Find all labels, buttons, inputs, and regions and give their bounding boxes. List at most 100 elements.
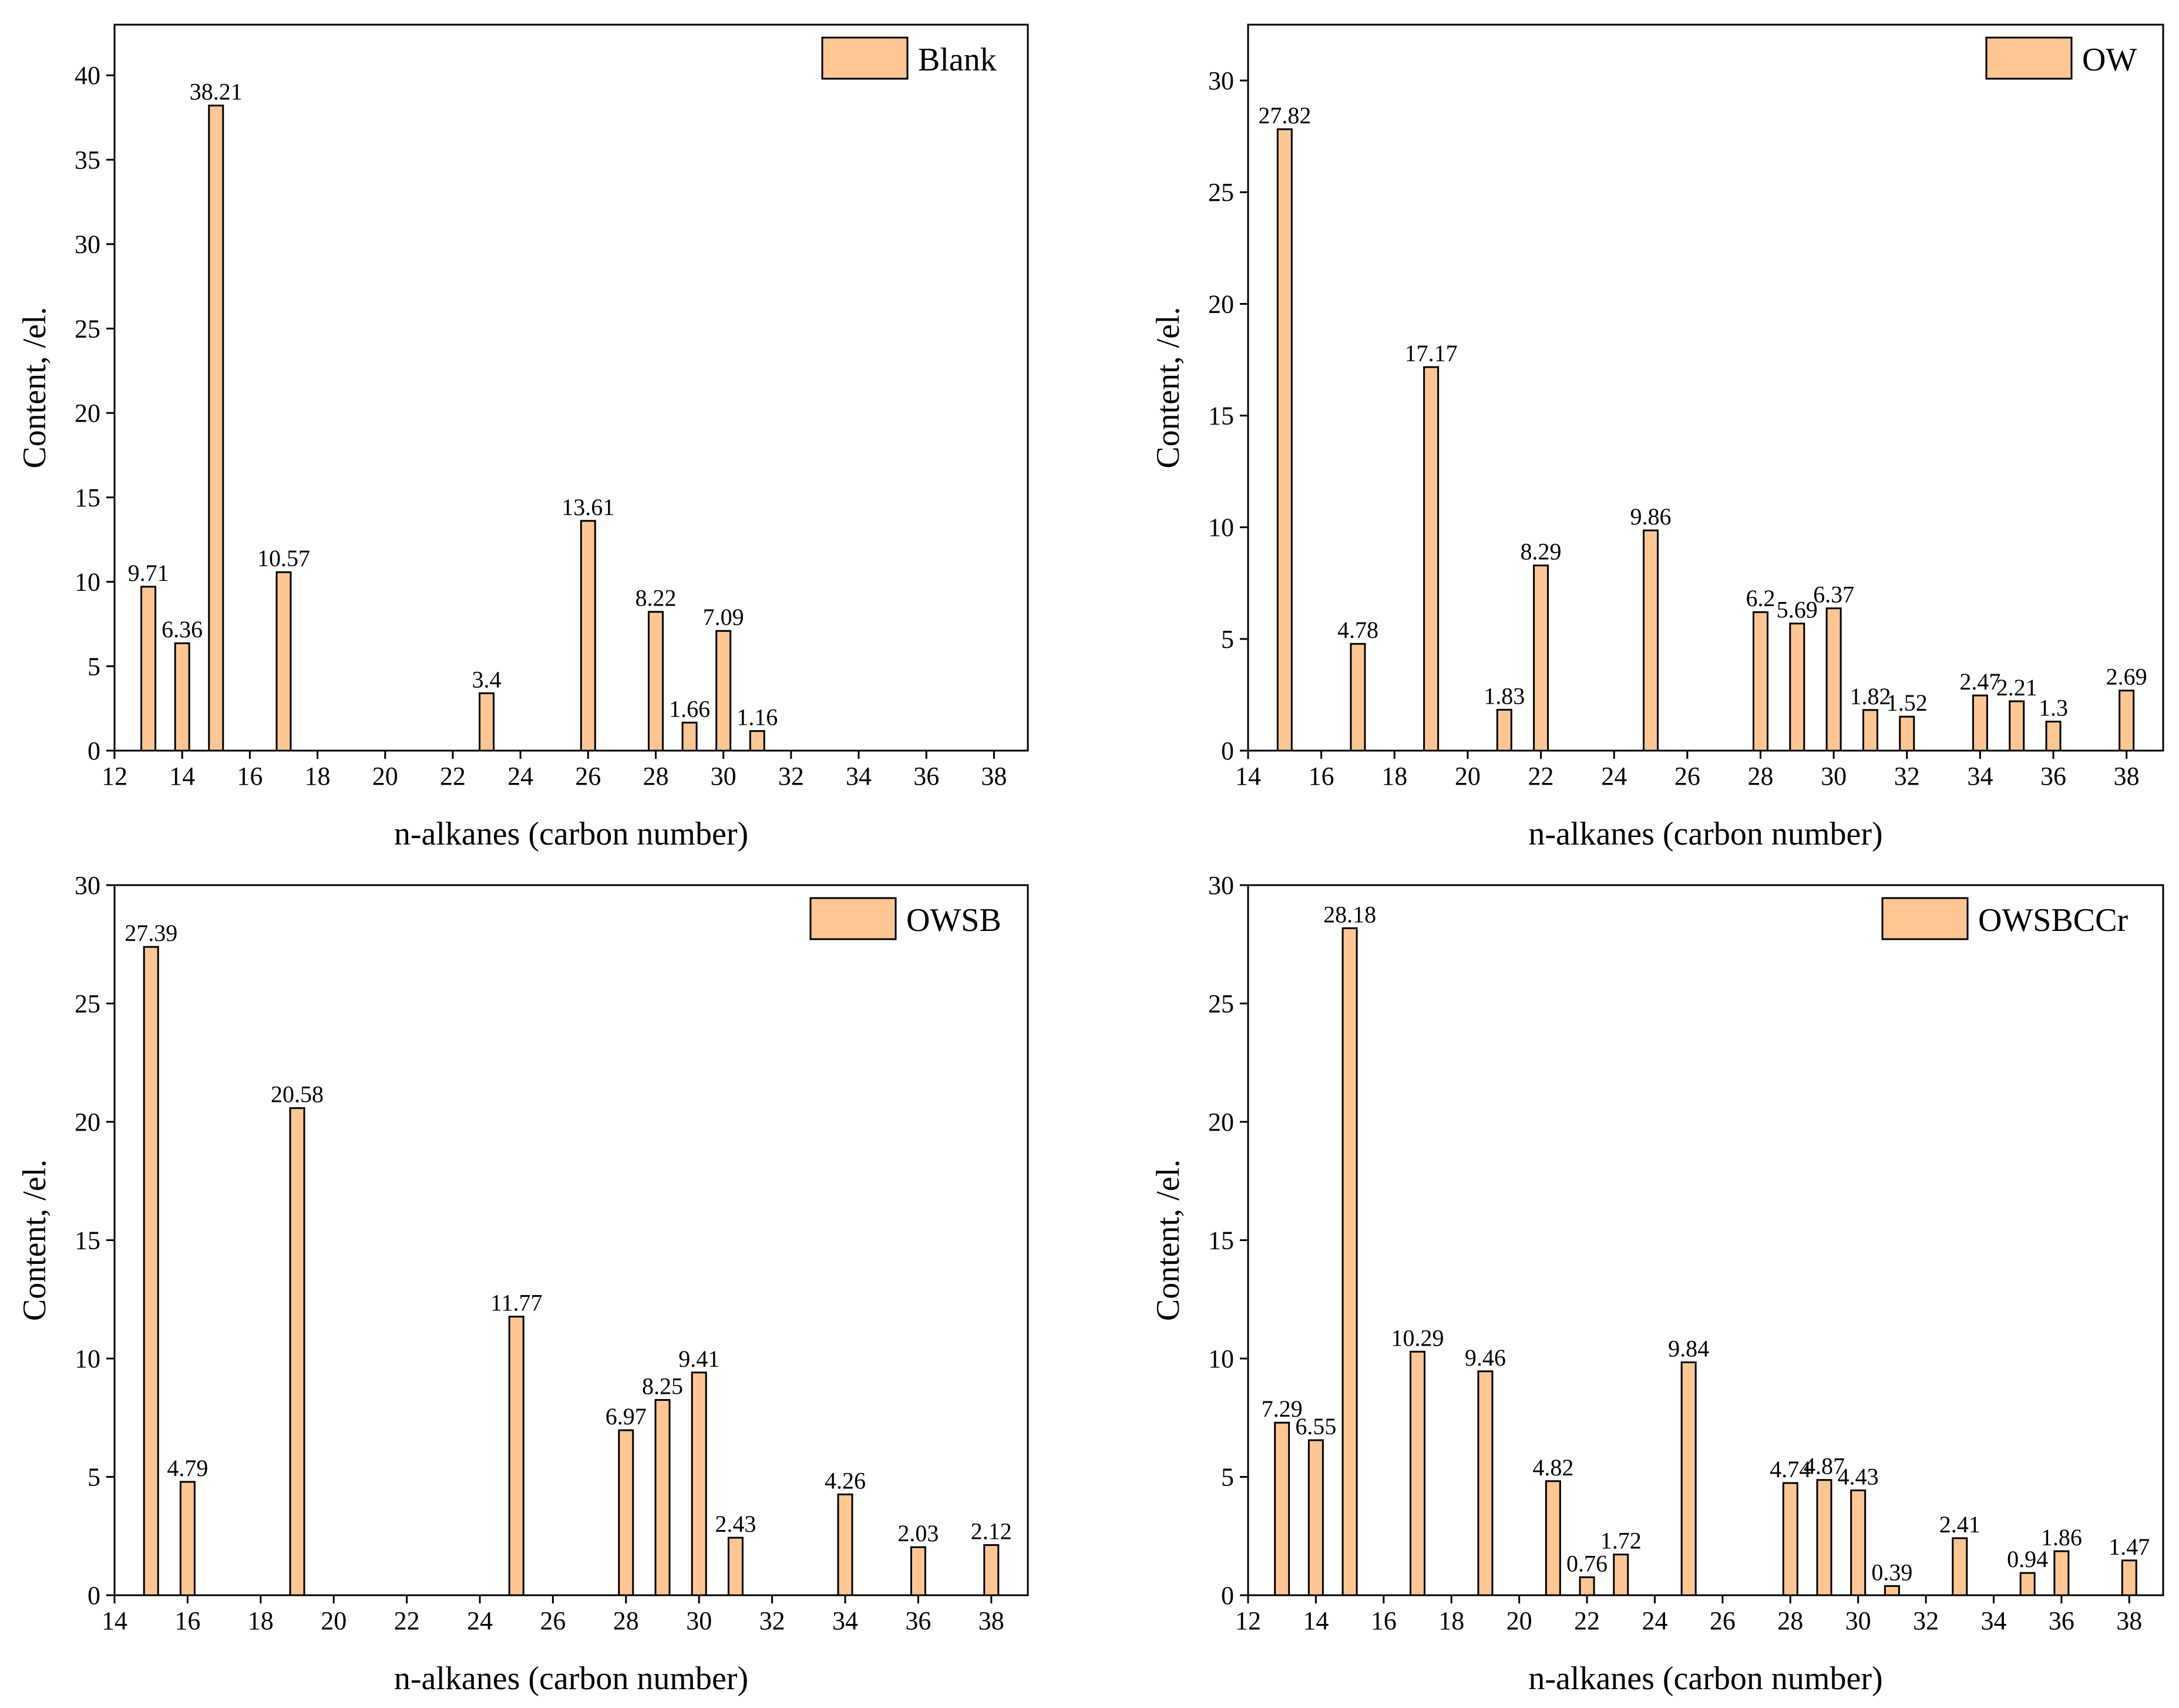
bar-owsbccr-c31 [1884,1585,1900,1596]
bar-blank-c14 [174,642,190,752]
x-tick-label: 38 [2116,1606,2142,1635]
bar-owsbccr-c38 [2121,1559,2137,1596]
x-tick-label: 26 [1710,1606,1736,1635]
bar-owsb-c15 [143,946,159,1596]
y-tick-label: 5 [88,652,100,681]
data-label: 9.84 [1668,1335,1709,1361]
bar-owsb-c28 [618,1429,634,1596]
x-tick-label: 18 [248,1606,274,1635]
data-label: 10.29 [1391,1324,1444,1351]
data-label: 10.57 [257,545,310,571]
bar-owsbccr-c30 [1850,1489,1867,1596]
bar-ow-c21 [1496,708,1512,752]
x-tick-label: 24 [1601,762,1627,791]
x-tick-label: 16 [237,762,263,791]
y-axis-title: Content, /el. [16,307,53,468]
x-tick-label: 38 [978,1606,1004,1635]
x-tick-label: 32 [1913,1606,1939,1635]
data-label: 2.47 [1959,668,2000,695]
bar-owsb-c34 [837,1493,853,1596]
data-label: 6.55 [1295,1413,1336,1440]
y-axis-title: Content, /el. [1150,307,1186,468]
bar-owsbccr-c19 [1477,1370,1494,1596]
x-tick-label: 34 [1980,1606,2006,1635]
plot-frame [1247,23,2164,752]
data-label: 1.83 [1484,682,1525,709]
bar-owsbccr-c35 [2019,1572,2036,1596]
chart-panel-ow: 14 16 18 20 22 24 26 28 30 32 34 36 38 0 5 10 15 20 25 30 27… [1150,23,2164,852]
x-tick-label: 34 [846,762,872,791]
bar-owsbccr-c17 [1410,1350,1426,1596]
x-tick-label: 20 [1507,1606,1532,1635]
bar-owsbccr-c28 [1782,1482,1798,1596]
legend-label: OWSBCCr [1978,902,2128,939]
bar-blank-c28 [647,611,664,752]
data-label: 2.43 [715,1511,756,1537]
data-label: 20.58 [271,1081,324,1108]
bar-owsb-c16 [179,1481,196,1596]
bar-blank-c31 [749,730,765,752]
x-tick-label: 26 [540,1606,566,1635]
y-tick-label: 0 [88,737,100,765]
y-tick-label: 20 [1208,1108,1234,1137]
x-axis-title: n-alkanes (carbon number) [394,1660,748,1697]
y-tick-label: 40 [75,61,100,90]
data-label: 1.47 [2109,1534,2150,1560]
y-tick-label: 30 [1208,871,1234,900]
bar-ow-c28 [1752,611,1768,752]
x-tick-label: 12 [1235,1606,1261,1635]
data-label: 1.86 [2041,1524,2082,1551]
y-tick-label: 20 [75,1108,100,1137]
chart-panel-owsbccr: 12 14 16 18 20 22 24 26 28 30 32 34 36 38 0 5 10 15 20 25 30… [1150,871,2164,1697]
data-label: 6.37 [1813,581,1854,608]
bar-blank-c17 [275,571,292,752]
x-tick-label: 18 [305,762,331,791]
data-label: 2.03 [897,1520,939,1546]
data-label: 1.52 [1887,690,1928,716]
data-label: 3.4 [472,666,502,692]
bar-owsbccr-c25 [1680,1361,1697,1596]
y-tick-label: 0 [88,1581,100,1610]
x-tick-label: 38 [2114,762,2140,791]
chart-panel-owsb: 14 16 18 20 22 24 26 28 30 32 34 36 38 0 5 10 15 20 25 30 27… [16,871,1029,1697]
x-tick-label: 28 [1777,1606,1803,1635]
data-label: 4.74 [1770,1456,1811,1482]
data-label: 2.21 [1996,674,2037,701]
data-label: 8.22 [635,585,676,611]
y-tick-label: 10 [75,568,100,597]
y-tick-label: 10 [1208,1344,1234,1373]
x-axis-title: n-alkanes (carbon number) [394,816,748,852]
y-tick-label: 30 [1208,66,1234,95]
y-tick-label: 35 [75,146,100,174]
bar-owsbccr-c29 [1816,1479,1832,1596]
x-tick-label: 18 [1438,1606,1464,1635]
data-label: 7.09 [703,604,744,630]
plot-frame [113,884,1029,1596]
bar-owsbccr-c33 [1952,1537,1968,1596]
data-label: 2.69 [2106,664,2147,690]
x-tick-label: 22 [1528,762,1554,791]
y-tick-label: 15 [1208,1226,1234,1255]
y-tick-label: 5 [88,1463,100,1492]
x-tick-label: 20 [372,762,398,791]
data-label: 27.82 [1258,102,1311,129]
bar-ow-c38 [2119,690,2135,752]
y-tick-label: 0 [1221,737,1234,765]
bar-ow-c35 [2009,700,2025,752]
y-tick-label: 25 [75,314,100,343]
bar-owsbccr-c36 [2053,1550,2070,1596]
legend-label: Blank [918,42,997,78]
x-tick-label: 24 [467,1606,493,1635]
y-tick-label: 30 [75,871,100,900]
data-label: 5.69 [1777,597,1818,623]
bar-owsb-c29 [654,1399,671,1596]
bar-blank-c26 [580,520,596,752]
data-label: 1.82 [1850,683,1891,710]
data-label: 11.77 [490,1290,543,1316]
x-tick-label: 14 [102,1606,127,1635]
data-label: 9.41 [678,1346,719,1372]
x-tick-label: 16 [1371,1606,1397,1635]
x-tick-label: 12 [102,762,127,791]
x-tick-label: 20 [1455,762,1481,791]
